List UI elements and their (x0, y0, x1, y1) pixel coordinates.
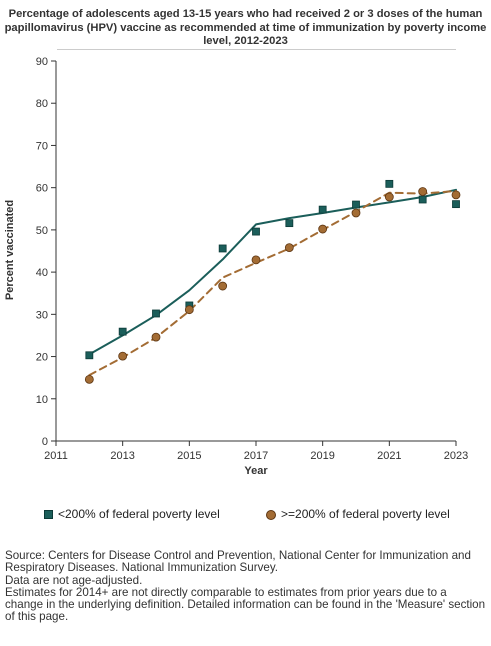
series-1-point (418, 195, 427, 204)
x-tick-label: 2017 (244, 450, 268, 462)
x-axis-ticks: 2011 2013 2015 2017 2019 2021 2023 (44, 441, 468, 462)
line-chart: 0 10 20 30 40 50 60 70 80 90 2011 2013 2015 2017 2019… (4, 56, 468, 477)
series-1-point (385, 179, 394, 188)
series-1-point (452, 200, 460, 209)
y-axis-ticks: 0 10 20 30 40 50 60 70 80 90 (36, 56, 56, 448)
comparability-note: Estimates for 2014+ are not directly com… (5, 585, 486, 624)
chart-axes (55, 61, 456, 442)
x-tick-label: 2015 (177, 450, 201, 462)
series-2-point (418, 187, 428, 196)
series-2-point (251, 255, 261, 265)
y-tick-label: 50 (36, 225, 48, 237)
age-adjust-note: Data are not age-adjusted. (5, 573, 143, 587)
series-1-point (85, 351, 94, 360)
series-2-point (451, 190, 461, 200)
series-2-trend-line (88, 190, 457, 377)
trend-lines (88, 188, 457, 377)
chart-title-line: level, 2012-2023 (203, 35, 288, 47)
series-2-point (351, 208, 361, 218)
y-tick-label: 60 (36, 183, 48, 195)
x-tick-label: 2019 (310, 450, 334, 462)
circle-marker-icon (266, 509, 276, 520)
data-markers (84, 179, 461, 384)
x-tick-label: 2013 (110, 450, 134, 462)
series-2-point (84, 374, 94, 384)
y-tick-label: 20 (36, 352, 48, 364)
legend-label: <200% of federal poverty level (58, 507, 220, 521)
legend-item-above-200[interactable]: >=200% of federal poverty level (266, 507, 450, 521)
legend-label: >=200% of federal poverty level (281, 507, 450, 521)
y-tick-label: 80 (36, 98, 48, 110)
source-note: Source: Centers for Disease Control and … (5, 549, 471, 575)
series-1-point (252, 227, 260, 236)
series-1-trend-line (88, 188, 457, 356)
x-tick-label: 2023 (444, 450, 468, 462)
x-axis-label: Year (244, 465, 268, 477)
chart-title-line: papillomavirus (HPV) vaccine as recommen… (4, 21, 487, 34)
series-2-point (318, 224, 328, 234)
series-2-point (284, 243, 294, 253)
title-divider (57, 49, 456, 50)
legend-item-below-200[interactable]: <200% of federal poverty level (44, 507, 220, 521)
series-2-point (384, 192, 394, 202)
y-tick-label: 70 (36, 140, 48, 152)
chart-title: Percentage of adolescents aged 13-15 yea… (0, 8, 491, 49)
x-tick-label: 2021 (377, 450, 401, 462)
series-2-point (118, 351, 128, 361)
y-tick-label: 90 (36, 56, 48, 68)
x-tick-label: 2011 (44, 450, 68, 462)
series-2-point (151, 332, 161, 342)
chart-footer: Source: Centers for Disease Control and … (5, 549, 487, 624)
series-1-point (218, 244, 227, 253)
y-axis-label: Percent vaccinated (4, 200, 16, 300)
series-1-point (152, 309, 160, 318)
series-2-point (184, 305, 194, 315)
series-1-point (118, 327, 127, 336)
series-2-point (218, 281, 228, 291)
series-1-point (352, 200, 360, 209)
y-tick-label: 30 (36, 309, 48, 321)
y-tick-label: 0 (42, 436, 48, 448)
series-1-point (318, 205, 327, 214)
series-1-point (285, 219, 294, 228)
y-tick-label: 10 (36, 394, 48, 406)
chart-title-line: Percentage of adolescents aged 13-15 yea… (8, 8, 483, 20)
square-marker-icon (44, 510, 53, 520)
y-tick-label: 40 (36, 267, 48, 279)
